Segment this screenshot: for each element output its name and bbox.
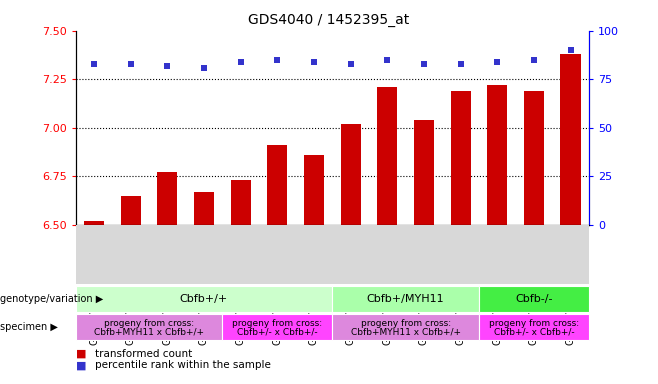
Bar bbox=[561, 54, 580, 225]
Text: percentile rank within the sample: percentile rank within the sample bbox=[95, 360, 271, 370]
Point bbox=[309, 59, 319, 65]
Bar bbox=[84, 221, 104, 225]
Text: progeny from cross:: progeny from cross: bbox=[232, 319, 322, 328]
Text: Cbfb+MYH11 x Cbfb+/+: Cbfb+MYH11 x Cbfb+/+ bbox=[94, 328, 204, 337]
Point bbox=[382, 57, 393, 63]
Point bbox=[345, 61, 356, 67]
Text: progeny from cross:: progeny from cross: bbox=[104, 319, 194, 328]
Bar bbox=[267, 145, 288, 225]
Point bbox=[418, 61, 429, 67]
Bar bbox=[341, 124, 361, 225]
Point bbox=[272, 57, 282, 63]
Text: Cbfb+/+: Cbfb+/+ bbox=[180, 294, 228, 304]
Point bbox=[455, 61, 466, 67]
Text: Cbfb+/- x Cbfb+/-: Cbfb+/- x Cbfb+/- bbox=[494, 328, 574, 337]
Bar bbox=[194, 192, 214, 225]
Text: GDS4040 / 1452395_at: GDS4040 / 1452395_at bbox=[248, 13, 410, 27]
Text: progeny from cross:: progeny from cross: bbox=[489, 319, 579, 328]
Bar bbox=[304, 155, 324, 225]
Bar bbox=[524, 91, 544, 225]
Text: Cbfb+/- x Cbfb+/-: Cbfb+/- x Cbfb+/- bbox=[237, 328, 318, 337]
Bar bbox=[230, 180, 251, 225]
Text: genotype/variation ▶: genotype/variation ▶ bbox=[0, 294, 103, 304]
Bar bbox=[157, 172, 178, 225]
Point bbox=[236, 59, 246, 65]
Point bbox=[126, 61, 136, 67]
Bar bbox=[414, 120, 434, 225]
Point bbox=[565, 47, 576, 53]
Bar bbox=[487, 85, 507, 225]
Text: Cbfb+MYH11 x Cbfb+/+: Cbfb+MYH11 x Cbfb+/+ bbox=[351, 328, 461, 337]
Text: progeny from cross:: progeny from cross: bbox=[361, 319, 451, 328]
Text: specimen ▶: specimen ▶ bbox=[0, 322, 58, 332]
Point bbox=[162, 63, 172, 69]
Bar bbox=[377, 87, 397, 225]
Text: ■: ■ bbox=[76, 349, 86, 359]
Point bbox=[199, 65, 209, 71]
Text: ■: ■ bbox=[76, 360, 86, 370]
Point bbox=[528, 57, 539, 63]
Bar bbox=[120, 195, 141, 225]
Text: transformed count: transformed count bbox=[95, 349, 193, 359]
Text: Cbfb+/MYH11: Cbfb+/MYH11 bbox=[367, 294, 444, 304]
Bar bbox=[451, 91, 470, 225]
Point bbox=[89, 61, 99, 67]
Point bbox=[492, 59, 503, 65]
Text: Cbfb-/-: Cbfb-/- bbox=[515, 294, 553, 304]
